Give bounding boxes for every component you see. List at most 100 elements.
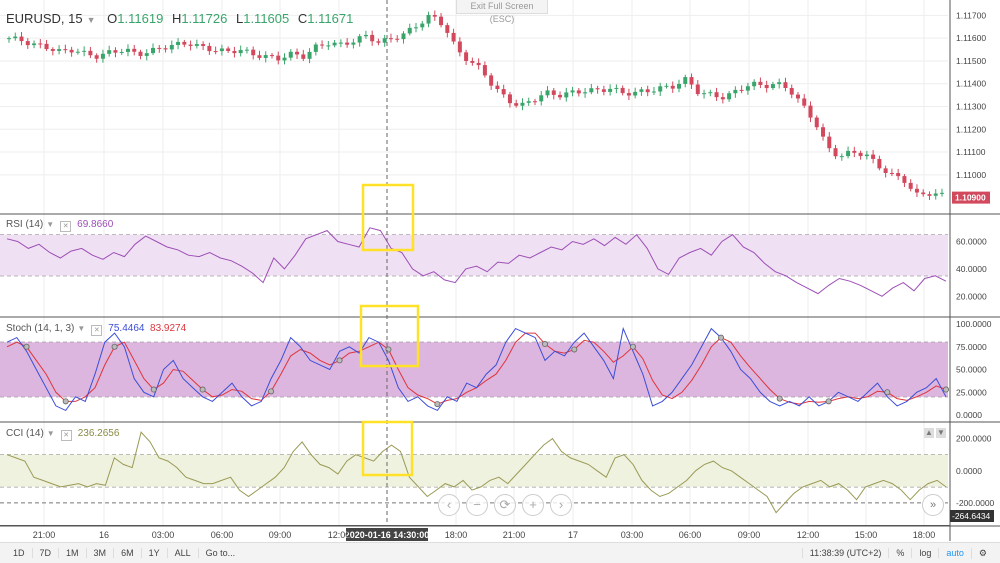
candle-body — [921, 192, 926, 195]
candle-body — [689, 77, 694, 85]
candle-body — [589, 88, 594, 93]
candle-body — [877, 158, 882, 169]
highlight-box — [361, 183, 415, 252]
rsi-name[interactable]: RSI (14) — [6, 219, 44, 230]
close-icon[interactable]: ✕ — [60, 430, 72, 441]
candle-body — [439, 16, 444, 26]
time-tick-label: 21:00 — [33, 530, 56, 540]
candle-body — [495, 85, 500, 90]
candle-body — [426, 15, 431, 24]
candle-body — [194, 44, 199, 46]
candle-body — [639, 89, 644, 92]
time-tick-label: 12:00 — [328, 530, 351, 540]
move-up-icon[interactable]: ▲ — [924, 428, 934, 438]
range-7d[interactable]: 7D — [33, 548, 60, 558]
range-all[interactable]: ALL — [168, 548, 199, 558]
candle-body — [658, 86, 663, 92]
candle-body — [82, 50, 87, 52]
zoom-out-button[interactable]: − — [466, 494, 488, 516]
candle-body — [551, 90, 556, 95]
gear-icon[interactable]: ⚙ — [970, 547, 994, 559]
candle-body — [132, 48, 137, 52]
move-down-icon[interactable]: ▼ — [936, 428, 946, 438]
chevron-down-icon[interactable]: ▼ — [46, 220, 55, 229]
candle-body — [251, 49, 256, 56]
scroll-to-end-button[interactable]: » — [922, 494, 944, 516]
candle-body — [601, 89, 606, 92]
candle-body — [445, 25, 450, 33]
candle-body — [169, 45, 174, 50]
candle-body — [758, 81, 763, 85]
auto-toggle[interactable]: auto — [938, 548, 971, 558]
candle-body — [219, 48, 224, 52]
candle-body — [257, 55, 262, 58]
reset-button[interactable]: ⟳ — [494, 494, 516, 516]
stoch-cross-marker — [776, 395, 783, 402]
range-1y[interactable]: 1Y — [142, 548, 168, 558]
chevron-down-icon[interactable]: ▼ — [86, 15, 96, 25]
stoch-k-line — [6, 326, 947, 412]
candle-body — [620, 87, 625, 94]
candle-body — [745, 86, 750, 91]
time-tick-label: 21:00 — [503, 530, 526, 540]
stoch-cross-marker — [199, 386, 206, 393]
rsi-band — [0, 234, 948, 276]
stoch-tick-label: 75.0000 — [956, 342, 987, 352]
range-6m[interactable]: 6M — [114, 548, 142, 558]
candle-body — [407, 27, 412, 34]
exit-fullscreen-button[interactable]: Exit Full Screen (ESC) — [456, 0, 548, 24]
percent-toggle[interactable]: % — [888, 548, 911, 558]
candle-body — [645, 89, 650, 93]
candle-body — [157, 47, 162, 49]
stoch-cross-marker — [718, 334, 725, 341]
candle-body — [176, 41, 181, 46]
candle-body — [514, 103, 519, 106]
candle-body — [338, 42, 343, 44]
cci-name[interactable]: CCI (14) — [6, 428, 44, 439]
range-1m[interactable]: 1M — [59, 548, 87, 558]
candle-body — [576, 90, 581, 94]
rsi-legend: RSI (14) ▼ ✕ 69.8660 — [6, 219, 113, 232]
candle-body — [295, 51, 300, 55]
candle-body — [883, 168, 888, 173]
clock-time[interactable]: 11:38:39 (UTC+2) — [801, 548, 889, 558]
log-toggle[interactable]: log — [911, 548, 938, 558]
chevron-down-icon[interactable]: ▼ — [46, 429, 55, 438]
price-tick-label: 1.11100 — [956, 147, 986, 157]
stoch-band — [0, 342, 948, 397]
candle-body — [770, 84, 775, 89]
time-tick-label: 16 — [99, 530, 109, 540]
time-tick-label: 15:00 — [855, 530, 878, 540]
candle-body — [520, 102, 525, 106]
stoch-cross-marker — [23, 343, 30, 350]
candle-body — [420, 23, 425, 28]
range-3m[interactable]: 3M — [87, 548, 115, 558]
interval-label[interactable]: 15 — [68, 11, 83, 26]
zoom-in-button[interactable]: + — [522, 494, 544, 516]
close-icon[interactable]: ✕ — [60, 221, 72, 232]
scroll-left-button[interactable]: ‹ — [438, 494, 460, 516]
candle-body — [821, 127, 826, 137]
symbol-name[interactable]: EURUSD — [6, 11, 61, 26]
scroll-right-button[interactable]: › — [550, 494, 572, 516]
rsi-value: 69.8660 — [77, 219, 114, 230]
range-1d[interactable]: 1D — [6, 548, 33, 558]
candle-body — [677, 83, 682, 89]
candle-body — [94, 55, 99, 59]
goto-button[interactable]: Go to... — [205, 548, 236, 558]
close-icon[interactable]: ✕ — [91, 325, 103, 336]
low-value: 1.11605 — [243, 11, 290, 26]
candle-body — [395, 38, 400, 40]
stoch-cross-marker — [884, 389, 891, 396]
chevron-down-icon[interactable]: ▼ — [77, 324, 86, 333]
candle-body — [614, 87, 619, 89]
candle-body — [188, 44, 193, 46]
high-value: 1.11726 — [181, 11, 228, 26]
stoch-name[interactable]: Stoch (14, 1, 3) — [6, 323, 75, 334]
open-value: 1.11619 — [117, 11, 164, 26]
price-tick-label: 1.11600 — [956, 33, 986, 43]
candle-body — [226, 48, 231, 51]
cci-band — [0, 454, 948, 487]
price-tick-label: 1.11000 — [956, 170, 986, 180]
